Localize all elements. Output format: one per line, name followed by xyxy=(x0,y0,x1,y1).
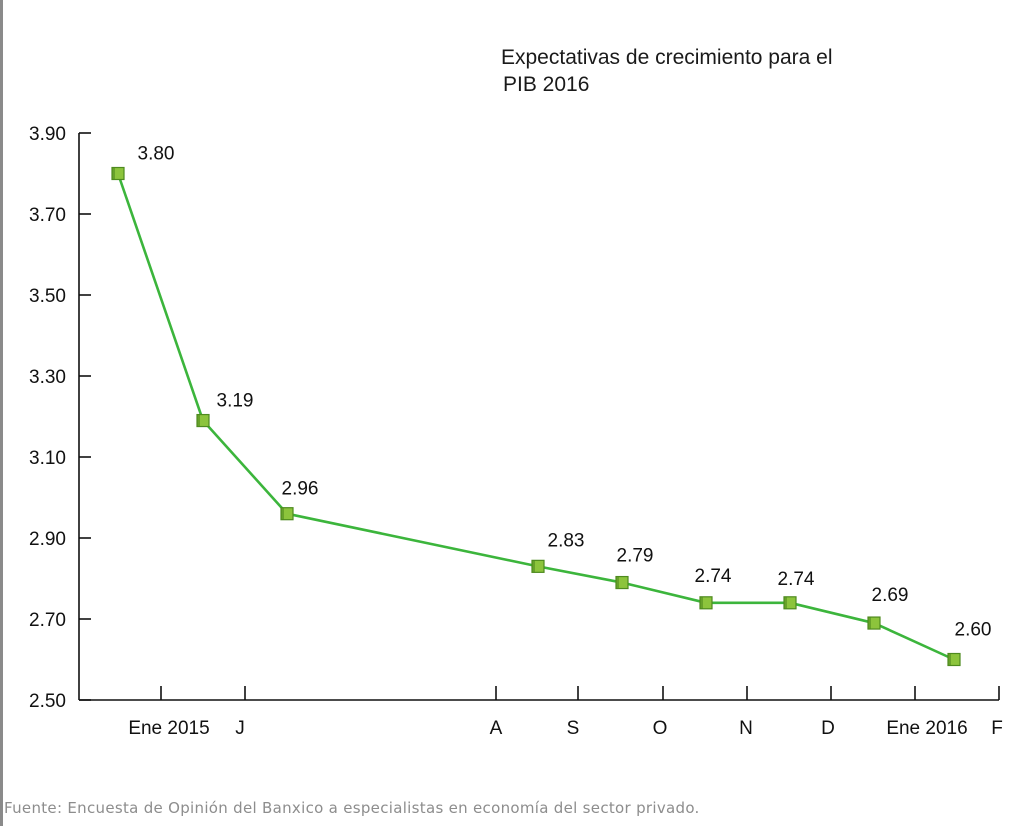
chart-title-line-2: PIB 2016 xyxy=(503,73,590,96)
data-label: 2.79 xyxy=(617,546,654,567)
data-label: 2.83 xyxy=(548,530,585,551)
chart-title: Expectativas de crecimiento para el PIB … xyxy=(501,44,833,98)
y-tick-label: 3.90 xyxy=(29,124,66,145)
data-point-marker-shade xyxy=(532,560,535,573)
x-tick-label: A xyxy=(490,718,503,739)
data-point-marker-shade xyxy=(948,653,951,666)
y-tick-label: 3.30 xyxy=(29,367,66,388)
x-tick-label: F xyxy=(991,718,1003,739)
y-tick-label: 3.50 xyxy=(29,286,66,307)
y-tick-label: 3.70 xyxy=(29,205,66,226)
data-point-marker-shade xyxy=(112,167,115,180)
x-tick-label: O xyxy=(653,718,668,739)
data-label: 3.19 xyxy=(217,391,254,412)
data-label: 3.80 xyxy=(138,144,175,165)
page-left-rule xyxy=(0,0,3,826)
data-point xyxy=(699,596,713,610)
x-tick-label: Ene 2016 xyxy=(886,718,967,739)
data-point xyxy=(867,616,881,630)
data-label: 2.74 xyxy=(778,569,815,590)
data-label: 2.74 xyxy=(695,566,732,587)
data-label: 2.69 xyxy=(872,585,909,606)
data-point xyxy=(531,559,545,573)
data-point-marker-shade xyxy=(700,596,703,609)
data-point xyxy=(111,166,125,181)
y-tick-label: 2.70 xyxy=(29,610,66,631)
data-point xyxy=(615,575,629,590)
x-tick-label: D xyxy=(821,718,835,739)
y-tick-label: 3.10 xyxy=(29,448,66,469)
x-tick-label: N xyxy=(739,718,753,739)
data-point xyxy=(196,413,210,428)
data-point xyxy=(280,507,294,521)
data-point xyxy=(947,652,961,667)
y-tick-label: 2.90 xyxy=(29,529,66,550)
x-tick-label: J xyxy=(235,718,245,739)
data-point-marker-shade xyxy=(281,507,284,520)
source-note: Fuente: Encuesta de Opinión del Banxico … xyxy=(4,799,700,817)
data-label: 2.96 xyxy=(282,479,319,500)
data-label: 2.60 xyxy=(955,620,992,641)
series-line xyxy=(116,173,955,661)
data-point-marker-shade xyxy=(616,576,619,589)
x-tick-label: S xyxy=(567,718,580,739)
data-point-marker-shade xyxy=(784,596,787,609)
x-tick-label: Ene 2015 xyxy=(128,718,209,739)
y-tick-label: 2.50 xyxy=(29,691,66,712)
data-point-marker-shade xyxy=(868,617,871,630)
data-point-marker-shade xyxy=(197,414,200,427)
data-point xyxy=(783,596,797,610)
chart-title-line-1: Expectativas de crecimiento para el xyxy=(501,46,833,69)
